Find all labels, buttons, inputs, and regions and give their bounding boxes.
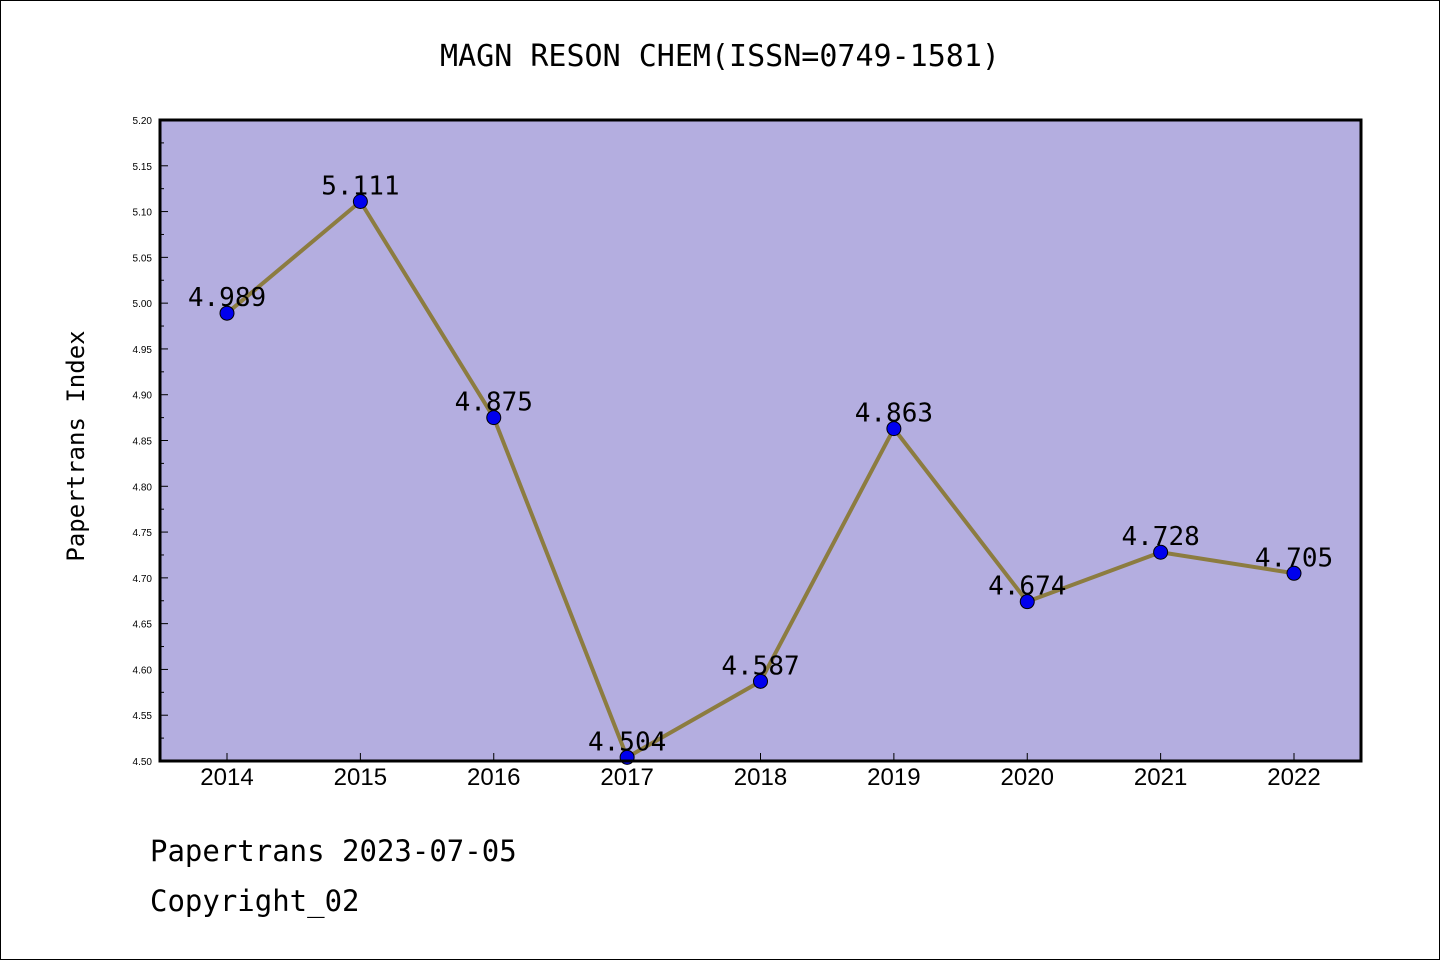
x-tick-label: 2021 bbox=[1134, 764, 1187, 791]
x-tick-label: 2014 bbox=[200, 764, 253, 791]
y-tick-label: 4.85 bbox=[133, 437, 153, 448]
footer-date: Papertrans 2023-07-05 bbox=[150, 834, 517, 868]
x-tick-label: 2019 bbox=[867, 764, 920, 791]
data-label: 4.875 bbox=[455, 388, 533, 418]
y-tick-label: 5.10 bbox=[133, 208, 153, 219]
y-tick-label: 5.20 bbox=[133, 116, 153, 127]
y-tick-label: 4.55 bbox=[133, 711, 153, 722]
data-point bbox=[1019, 594, 1035, 610]
data-label: 4.705 bbox=[1255, 543, 1333, 573]
y-tick-label: 4.50 bbox=[133, 757, 153, 768]
footer-copyright: Copyright_02 bbox=[150, 884, 360, 918]
data-point bbox=[352, 193, 368, 209]
x-tick-label: 2015 bbox=[334, 764, 387, 791]
y-tick-label: 5.00 bbox=[133, 299, 153, 310]
y-tick-label: 4.90 bbox=[133, 391, 153, 402]
data-label: 4.674 bbox=[988, 572, 1066, 602]
data-point bbox=[886, 421, 902, 437]
data-label: 4.504 bbox=[588, 727, 666, 757]
x-tick-label: 2022 bbox=[1267, 764, 1320, 791]
x-tick-label: 2017 bbox=[600, 764, 653, 791]
data-point bbox=[1286, 565, 1302, 581]
y-axis-label: Papertrans Index bbox=[62, 330, 90, 561]
y-tick-label: 4.60 bbox=[133, 665, 153, 676]
data-label: 4.728 bbox=[1121, 522, 1199, 552]
plot-border bbox=[158, 118, 1363, 763]
x-tick-label: 2018 bbox=[734, 764, 787, 791]
data-label: 4.587 bbox=[721, 651, 799, 681]
x-tick-label: 2016 bbox=[467, 764, 520, 791]
data-point bbox=[1153, 544, 1169, 560]
data-label: 5.111 bbox=[321, 171, 399, 201]
data-point bbox=[486, 410, 502, 426]
plot-area bbox=[160, 120, 1361, 761]
data-label: 4.863 bbox=[855, 399, 933, 429]
y-tick-label: 5.05 bbox=[133, 253, 153, 264]
y-tick-label: 4.70 bbox=[133, 574, 153, 585]
y-tick-label: 4.75 bbox=[133, 528, 153, 539]
y-tick-label: 4.65 bbox=[133, 620, 153, 631]
chart-title: MAGN RESON CHEM(ISSN=0749-1581) bbox=[440, 39, 1000, 74]
y-tick-label: 5.15 bbox=[133, 162, 153, 173]
y-tick-label: 4.95 bbox=[133, 345, 153, 356]
x-tick-label: 2020 bbox=[1001, 764, 1054, 791]
y-tick-label: 4.80 bbox=[133, 482, 153, 493]
data-point bbox=[219, 305, 235, 321]
data-label: 4.989 bbox=[188, 283, 266, 313]
data-point bbox=[753, 673, 768, 689]
